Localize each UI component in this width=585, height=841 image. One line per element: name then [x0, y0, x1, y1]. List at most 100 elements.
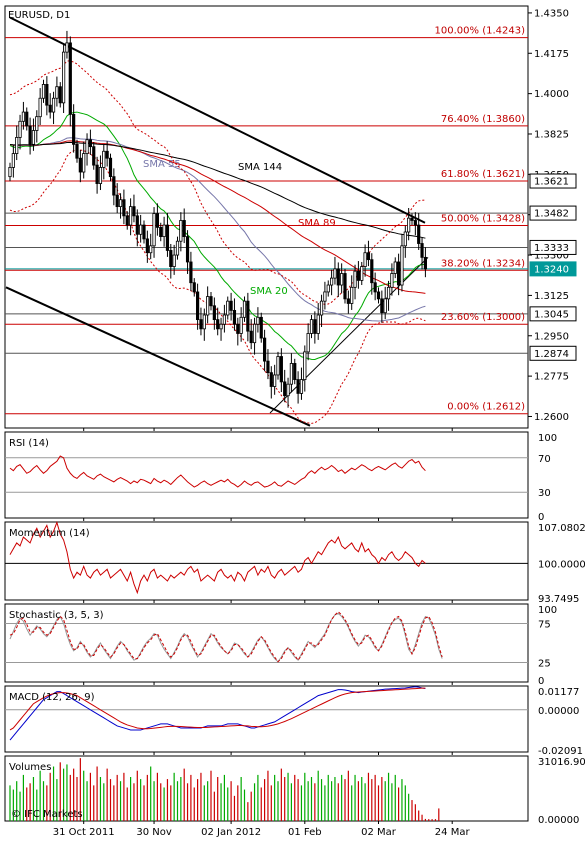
candle-body [165, 224, 170, 251]
momentum-line [9, 520, 426, 595]
candle-body [380, 298, 384, 314]
candle-body [95, 164, 99, 184]
sma-line [9, 111, 426, 361]
fib-level-label: 0.00% (1.2612) [447, 402, 525, 413]
stochastic-signal-line [9, 611, 443, 663]
candle-body [346, 298, 350, 304]
panel-frame-price [4, 5, 529, 429]
y-tick-label: 1.2775 [534, 372, 569, 383]
rsi-line [9, 455, 426, 488]
candle-body [209, 296, 213, 307]
candle-body [216, 319, 220, 330]
candle-body [159, 226, 163, 238]
candle-body [125, 215, 129, 226]
y-tick-label-rsi: 0 [538, 512, 544, 523]
candle-body [289, 363, 294, 385]
candle-body [229, 300, 233, 311]
trend-line-lower [5, 286, 311, 427]
candle-body [222, 314, 226, 325]
candle-body [323, 291, 327, 302]
candle-body [299, 379, 304, 394]
candle-body [219, 323, 223, 330]
candle-body [420, 243, 424, 258]
candle-body [252, 323, 257, 344]
candle-body [396, 261, 401, 286]
candle-body [55, 86, 59, 99]
panel-frames [4, 5, 529, 822]
candle-body [108, 157, 113, 178]
x-tick-label: 24 Mar [435, 827, 471, 838]
candle-body [417, 224, 421, 244]
candle-body [145, 238, 149, 254]
panel-frame-momentum [4, 521, 529, 601]
price-box-label: 1.3333 [534, 243, 569, 254]
y-tick-label-momentum: 100.0000 [538, 559, 585, 570]
candle-body [400, 245, 404, 286]
y-tick-label: 1.3125 [534, 291, 569, 302]
fib-level-label: 76.40% (1.3860) [441, 114, 525, 125]
candle-body [390, 273, 394, 288]
candle-body [239, 316, 243, 334]
candle-body [182, 220, 186, 238]
y-tick-label-rsi: 70 [538, 454, 551, 465]
y-tick-label: 1.4000 [534, 89, 569, 100]
price-box-label: 1.3482 [534, 209, 569, 220]
fib-level-label: 38.20% (1.3234) [441, 258, 525, 269]
x-tick-label: 30 Nov [136, 827, 172, 838]
candle-body [18, 120, 22, 138]
indicator-panels: RSI (14) Momentum (14) Stochastic (3, 5, 3… [5, 438, 528, 821]
candlesticks [8, 30, 428, 408]
y-tick-label: 1.3300 [534, 251, 569, 262]
candle-body [413, 220, 417, 226]
candle-body [336, 268, 340, 286]
price-box [529, 261, 577, 277]
candle-body [313, 319, 317, 334]
candle-body [326, 284, 330, 293]
candle-body [306, 333, 310, 353]
candle-body [8, 167, 12, 178]
y-tick-label-momentum: 107.0802 [538, 523, 585, 534]
candle-body [356, 270, 361, 281]
candle-body [11, 153, 15, 168]
sma-label: SMA 144 [238, 162, 282, 173]
candle-body [122, 199, 126, 217]
y-tick-label-volumes: 0.00000 [538, 815, 579, 826]
y-tick-label: 1.3825 [534, 129, 569, 140]
candle-body [249, 330, 253, 344]
candle-body [58, 86, 62, 104]
y-tick-label: 1.2600 [534, 412, 569, 423]
y-tick-label-momentum: 93.7495 [538, 594, 579, 605]
candle-body [350, 286, 354, 304]
panel-frame-stochastic [4, 603, 529, 683]
candle-body [72, 113, 76, 145]
candle-body [192, 282, 196, 293]
panel-title-momentum: Momentum (14) [9, 528, 90, 539]
candle-body [212, 305, 216, 321]
candle-body [28, 125, 32, 145]
candle-body [329, 277, 334, 286]
x-tick-label: 01 Feb [288, 827, 322, 838]
candle-body [172, 254, 176, 267]
price-box-label: 1.3621 [534, 177, 569, 188]
candle-body [21, 111, 26, 122]
candle-body [363, 252, 367, 267]
sma-label: SMA 89 [298, 218, 336, 229]
panel-frame-rsi [4, 431, 529, 519]
candle-body [296, 379, 300, 394]
candle-body [273, 374, 277, 387]
sma-line [9, 137, 426, 322]
candle-body [242, 300, 247, 318]
candle-body [139, 224, 143, 235]
sma-label: SMA 55 [143, 159, 181, 170]
panel-frame-macd [4, 685, 529, 753]
candle-body [92, 146, 96, 166]
watermark: © IFC Markets [11, 809, 83, 820]
x-tick-label: 02 Mar [361, 827, 397, 838]
candle-body [202, 314, 206, 330]
y-tick-label-macd: 0.00000 [538, 706, 579, 717]
y-tick-label-volumes: 31016.90 [538, 757, 585, 768]
candle-body [82, 153, 86, 173]
price-box-label: 1.2874 [534, 349, 569, 360]
price-box-label: 1.3045 [534, 309, 569, 320]
sma-line [9, 140, 426, 294]
